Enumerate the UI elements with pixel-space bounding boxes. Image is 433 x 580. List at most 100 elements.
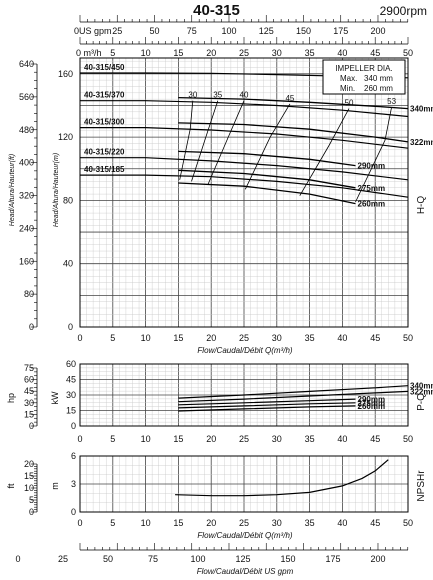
top-gpm-tick-label: 200 [370,26,385,36]
efficiency-label: 35 [213,91,222,100]
npsh-m-tick-label: 3 [71,479,76,489]
efficiency-label: 53 [387,97,396,106]
hq-model-line-3 [80,157,409,181]
efficiency-line-5 [355,107,392,203]
grid-layer [31,15,409,551]
bottom-gpm-axis-title: Flow/Caudal/Débit US gpm [197,567,294,576]
top-m3h-tick-label: 30 [272,48,282,58]
x-tick-label: 40 [337,434,347,444]
pq-curve-3 [178,402,356,409]
x-tick-label: 30 [272,333,282,343]
x-tick-label: 20 [206,518,216,528]
x-tick-label: 25 [239,333,249,343]
top-gpm-axis-label: 0US gpm [74,26,112,36]
hq-m-tick-label: 0 [68,322,73,332]
x-tick-label: 25 [239,434,249,444]
impeller-legend-title: IMPELLER DIA. [335,64,392,73]
npsh-ft-tick-label: 0 [29,507,34,517]
pq-curve-label: 290mm [358,395,386,404]
x-tick-label: 5 [110,518,115,528]
npsh-ft-tick-label: 15 [24,471,34,481]
hq-model-line-4 [80,174,409,198]
x-tick-label: 5 [110,434,115,444]
hq-ft-tick-label: 80 [24,289,34,299]
hq-impeller-curve-1 [178,122,409,143]
pq-hp-tick-label: 15 [24,409,34,419]
top-m3h-tick-label: 50 [403,48,413,58]
npsh-side-label: NPSHr [416,470,427,502]
top-gpm-tick-label: 150 [296,26,311,36]
x-tick-label: 30 [272,518,282,528]
x-tick-label: 40 [337,518,347,528]
pq-hp-tick-label: 60 [24,375,34,385]
efficiency-label: 50 [345,99,354,108]
hq-m-axis-title: Head/Altura/Hauteur(m) [53,153,60,227]
hq-impeller-curve-4 [178,182,356,205]
top-m3h-tick-label: 20 [206,48,216,58]
bottom-gpm-tick-label: 25 [58,554,68,564]
top-m3h-tick-label: 25 [239,48,249,58]
x-tick-label: 45 [370,434,380,444]
impeller-legend-min-value: 260 mm [364,84,393,93]
efficiency-line-0 [179,100,194,180]
hq-ft-tick-label: 0 [29,322,34,332]
hq-model-line-2 [80,127,409,149]
top-m3h-tick-label: 15 [173,48,183,58]
hq-ft-axis-title: Head/Altura/Hauteur(ft) [9,154,16,226]
hq-model-label: 40-315/450 [84,63,125,72]
efficiency-line-3 [244,103,291,190]
pq-curve-label: 322mm [410,387,433,396]
npsh-ft-tick-label: 10 [24,483,34,493]
bottom-gpm-tick-label: 75 [148,554,158,564]
pq-kw-tick-label: 60 [66,359,76,369]
pq-side-label: P-Q [416,393,427,411]
x-tick-label: 20 [206,434,216,444]
efficiency-label: 40 [240,91,249,100]
hq-ft-tick-label: 320 [19,191,34,201]
hq-model-line-1 [80,100,409,118]
panel-frame [79,455,409,513]
hq-ft-tick-label: 160 [19,256,34,266]
npsh-ft-tick-label: 5 [29,495,34,505]
pq-kw-tick-label: 30 [66,390,76,400]
hq-impeller-label: 322mm [410,138,433,147]
pq-hp-tick-label: 45 [24,386,34,396]
pq-curve-0 [178,385,409,399]
pq-kw-tick-label: 15 [66,406,76,416]
x-tick-label: 0 [77,434,82,444]
top-m3h-axis-label: 0 m³/h [76,48,102,58]
pq-curve-1 [178,390,409,403]
hq-impeller-curve-3 [178,169,356,189]
hq-side-label: H-Q [416,196,427,215]
npsh-m-tick-label: 0 [71,507,76,517]
x-tick-label: 50 [403,434,413,444]
hq-model-label: 40-315/220 [84,148,125,157]
x-axis-title: Flow/Caudal/Débit Q(m³/h) [197,346,292,355]
pq-hp-tick-label: 30 [24,398,34,408]
bottom-gpm-tick-label: 0 [15,554,20,564]
bottom-gpm-tick-label: 175 [325,554,340,564]
impeller-legend-box [322,59,406,95]
hq-m-tick-label: 40 [63,259,73,269]
x-tick-label: 40 [337,333,347,343]
hq-m-tick-label: 120 [58,132,73,142]
x-tick-label: 25 [239,518,249,528]
hq-impeller-label: 290mm [358,162,386,171]
top-gpm-tick-label: 75 [187,26,197,36]
x-tick-label: 15 [173,434,183,444]
bottom-gpm-tick-label: 50 [103,554,113,564]
x-tick-label: 20 [206,333,216,343]
efficiency-line-1 [191,100,219,182]
top-m3h-tick-label: 35 [305,48,315,58]
x-tick-label: 15 [173,333,183,343]
x-tick-label: 45 [370,333,380,343]
x-tick-label: 0 [77,518,82,528]
hq-impeller-label: 275mm [358,184,386,193]
top-m3h-tick-label: 45 [370,48,380,58]
npsh-m-axis-title: m [50,482,60,490]
x-tick-label: 10 [141,434,151,444]
curve-layer [80,72,409,497]
